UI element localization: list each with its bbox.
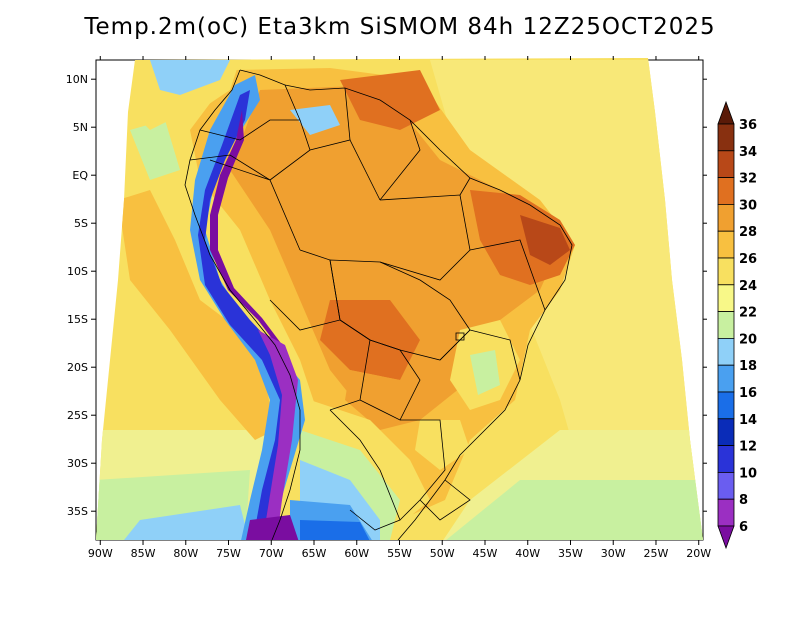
- boundaries: [184, 69, 573, 541]
- latitude-axis: 10N 5N EQ 5S 10S 15S 20S 25S 30S 35S: [66, 73, 707, 518]
- colorbar-label: 8: [739, 493, 748, 508]
- lon-tick-label: 35W: [558, 547, 583, 560]
- colorbar-label: 20: [739, 332, 757, 347]
- colorbar: 6 8 10 12 14 16 18 20 22 24 26 28 30 32 34 36: [717, 100, 757, 550]
- lat-tick-label: 5S: [74, 217, 88, 230]
- colorbar-segment: [717, 498, 735, 527]
- lon-tick-label: 70W: [259, 547, 284, 560]
- lat-tick-label: 25S: [67, 409, 88, 422]
- colorbar-segment: [717, 337, 735, 366]
- colorbar-segment: [717, 257, 735, 286]
- colorbar-segment: [717, 391, 735, 420]
- lon-tick-label: 80W: [173, 547, 198, 560]
- lon-tick-label: 30W: [601, 547, 626, 560]
- colorbar-segment: [717, 123, 735, 152]
- longitude-axis: 90W 85W 80W 75W 70W 65W 60W 55W 50W 45W 40W 35W 30W 2…: [88, 56, 711, 560]
- colorbar-segment: [717, 445, 735, 473]
- lat-tick-label: 15S: [67, 313, 88, 326]
- colorbar-label: 32: [739, 172, 757, 187]
- lat-tick-label: 30S: [67, 457, 88, 470]
- colorbar-label: 36: [739, 118, 757, 133]
- colorbar-max-triangle: [717, 100, 735, 125]
- colorbar-label: 30: [739, 198, 757, 213]
- colorbar-segment: [717, 177, 735, 205]
- colorbar-segment: [717, 203, 735, 232]
- colorbar-label: 34: [739, 145, 757, 160]
- lon-tick-label: 90W: [88, 547, 113, 560]
- lat-tick-label: 10S: [67, 265, 88, 278]
- lat-tick-label: 5N: [73, 121, 88, 134]
- lon-tick-label: 40W: [515, 547, 540, 560]
- map-title: Temp.2m(oC) Eta3km SiSMOM 84h 12Z25OCT20…: [84, 14, 716, 40]
- colorbar-segment: [717, 471, 735, 500]
- lat-tick-label: 10N: [66, 73, 88, 86]
- colorbar-label: 18: [739, 359, 757, 374]
- lon-tick-label: 60W: [344, 547, 369, 560]
- colorbar-label: 22: [739, 306, 757, 321]
- colorbar-label: 14: [739, 413, 757, 428]
- colorbar-label: 28: [739, 225, 757, 240]
- colorbar-label: 12: [739, 440, 757, 455]
- colorbar-segment: [717, 418, 735, 446]
- colorbar-segment: [717, 311, 735, 339]
- lon-tick-label: 50W: [430, 547, 455, 560]
- colorbar-segment: [717, 230, 735, 259]
- lon-tick-label: 45W: [473, 547, 498, 560]
- colorbar-label: 24: [739, 279, 757, 294]
- lon-tick-label: 85W: [131, 547, 156, 560]
- lon-tick-label: 25W: [644, 547, 669, 560]
- temperature-field: [96, 58, 703, 540]
- lon-tick-label: 65W: [302, 547, 327, 560]
- colorbar-label: 26: [739, 252, 757, 267]
- colorbar-label: 10: [739, 466, 757, 481]
- colorbar-segment: [717, 284, 735, 312]
- lat-tick-label: 35S: [67, 505, 88, 518]
- colorbar-label: 16: [739, 386, 757, 401]
- lon-tick-label: 75W: [216, 547, 241, 560]
- colorbar-label: 6: [739, 520, 748, 535]
- colorbar-segment: [717, 150, 735, 179]
- lon-tick-label: 20W: [686, 547, 711, 560]
- lat-tick-label: 20S: [67, 361, 88, 374]
- lon-tick-label: 55W: [387, 547, 412, 560]
- lat-tick-label: EQ: [72, 169, 88, 182]
- colorbar-segment: [717, 364, 735, 393]
- colorbar-min-triangle: [717, 525, 735, 550]
